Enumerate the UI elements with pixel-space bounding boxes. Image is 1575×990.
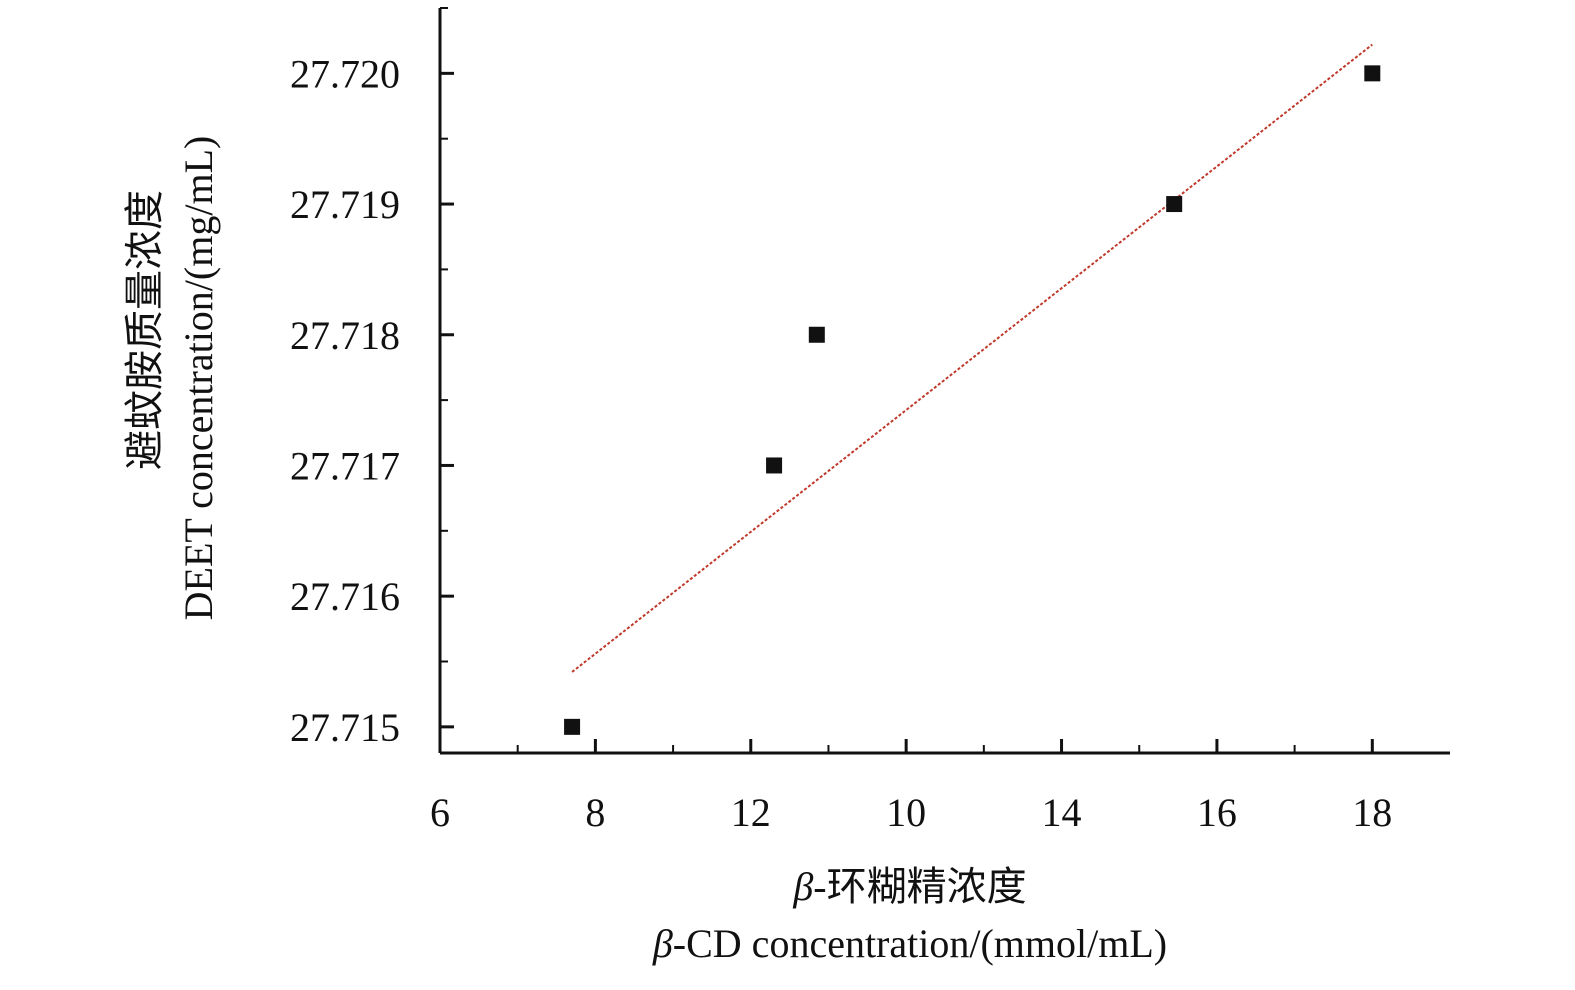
x-tick-label: 8 <box>585 790 605 835</box>
x-axis-title-zh: β-环糊精浓度 <box>792 864 1026 909</box>
y-axis-title-zh: 避蚊胺质量浓度 <box>122 190 167 470</box>
x-tick-label: 12 <box>731 790 771 835</box>
y-tick-label: 27.719 <box>290 182 400 227</box>
y-tick-label: 27.716 <box>290 574 400 619</box>
y-axis-ticks: 27.715 27.716 27.717 27.718 27.719 27.720 <box>290 7 454 750</box>
fit-line-layer <box>571 43 1373 673</box>
x-axis-title-zh-text: -环糊精浓度 <box>813 864 1026 909</box>
x-tick-label: 10 <box>886 790 926 835</box>
y-tick-label: 27.718 <box>290 313 400 358</box>
x-axis-title-en-symbol: β <box>652 921 673 966</box>
y-tick-label: 27.715 <box>290 705 400 750</box>
data-point-3 <box>808 326 825 343</box>
data-points <box>564 65 1381 735</box>
y-tick-label: 27.720 <box>290 51 400 96</box>
data-point-5 <box>1364 65 1381 82</box>
x-axis-ticks: 6 8 12 10 14 16 18 <box>430 739 1392 835</box>
y-axis-title-en: DEET concentration/(mg/mL) <box>176 136 221 621</box>
fit-line <box>571 43 1373 673</box>
x-axis-title-symbol: β <box>792 864 813 909</box>
x-axis-title-en-text: -CD concentration/(mmol/mL) <box>673 921 1167 966</box>
x-tick-label: 6 <box>430 790 450 835</box>
data-point-2 <box>766 457 783 474</box>
data-point-4 <box>1166 196 1183 213</box>
x-tick-label: 14 <box>1042 790 1082 835</box>
x-tick-label: 16 <box>1197 790 1237 835</box>
data-point-1 <box>564 718 581 735</box>
x-tick-label: 18 <box>1352 790 1392 835</box>
y-tick-label: 27.717 <box>290 443 400 488</box>
x-axis-title-en: β-CD concentration/(mmol/mL) <box>652 921 1167 966</box>
